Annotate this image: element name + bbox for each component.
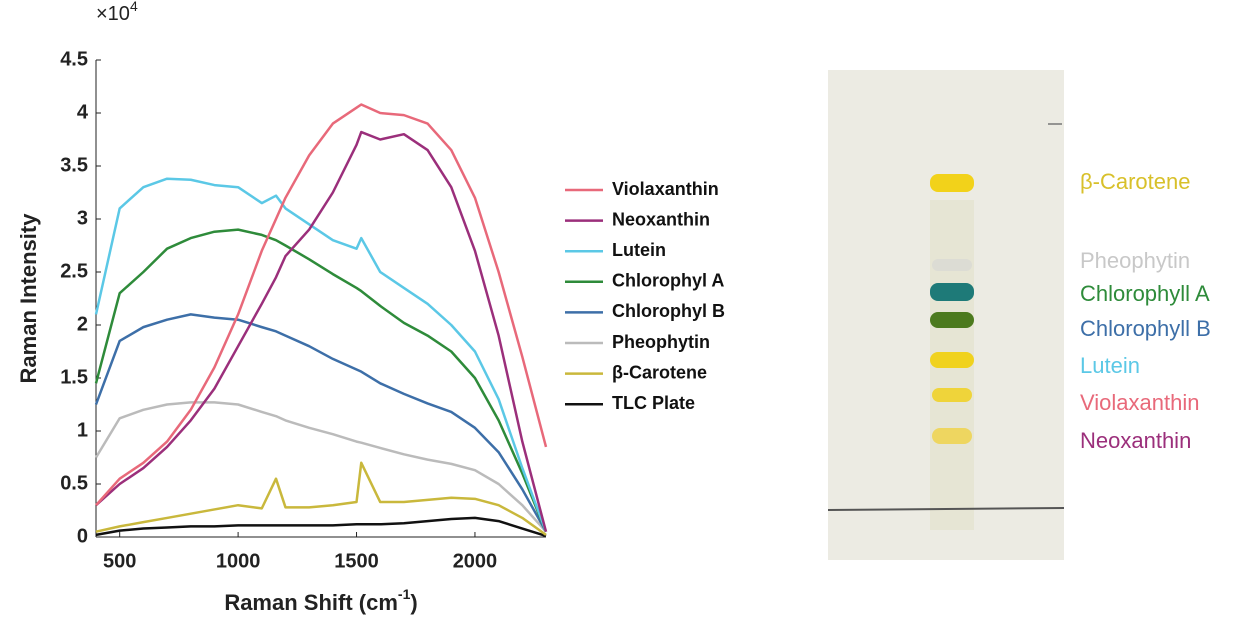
y-tick-label: 3 [77,207,88,229]
y-tick-label: 1 [77,419,88,441]
tlc-label: Neoxanthin [1080,428,1191,453]
y-tick-label: 2 [77,313,88,335]
series-line [95,461,547,536]
legend-label: TLC Plate [612,393,695,413]
y-tick-label: 0.5 [60,472,88,494]
series-line [94,177,548,533]
y-tick-label: 4 [77,101,89,123]
legend-label: Chlorophyl A [612,271,724,291]
multiplier-exponent: 4 [130,0,138,14]
x-tick-label: 500 [103,550,136,572]
legend-label: Lutein [612,240,666,260]
legend-label: Pheophytin [612,332,710,352]
series-line [95,103,548,507]
origin-line [827,507,1065,511]
band [932,428,972,444]
y-tick-label: 1.5 [60,366,88,388]
multiplier-base: ×10 [96,3,130,25]
legend-label: β-Carotene [612,362,707,382]
series-line [94,401,547,533]
x-axis-label: Raman Shift (cm-1) [224,586,417,615]
band [930,174,974,192]
x-tick-label: 1000 [216,550,261,572]
series-line [95,516,547,538]
tlc-label: Lutein [1080,353,1140,378]
band [932,259,972,271]
band [930,283,974,301]
x-label-sup: -1 [398,586,411,602]
series-line [94,313,548,533]
x-tick-label: 2000 [453,550,498,572]
tlc-label: Pheophytin [1080,248,1190,273]
band [930,352,974,368]
y-tick-label: 0 [77,525,88,547]
legend-label: Violaxanthin [612,179,719,199]
tlc-photo [827,70,1065,560]
tlc-labels: β-Carotene Pheophytin Chlorophyll A Chlorop… [1080,169,1211,453]
band [932,388,972,402]
tlc-label: Chlorophyll B [1080,316,1211,341]
y-multiplier: ×104 [96,0,138,25]
y-tick-label: 2.5 [60,260,88,282]
y-tick-label: 3.5 [60,154,88,176]
x-label-text: Raman Shift (cm [224,590,398,615]
x-label-end: ) [410,590,417,615]
legend-label: Chlorophyl B [612,301,725,321]
band [930,312,974,328]
tlc-label: Violaxanthin [1080,390,1199,415]
series-line [95,130,548,533]
x-tick-label: 1500 [334,550,379,572]
series-line [94,228,548,533]
legend-label: Neoxanthin [612,209,710,229]
y-axis-label: Raman Intensity [16,213,41,384]
y-tick-label: 4.5 [60,48,88,70]
tlc-label: β-Carotene [1080,169,1190,194]
tlc-label: Chlorophyll A [1080,281,1210,306]
